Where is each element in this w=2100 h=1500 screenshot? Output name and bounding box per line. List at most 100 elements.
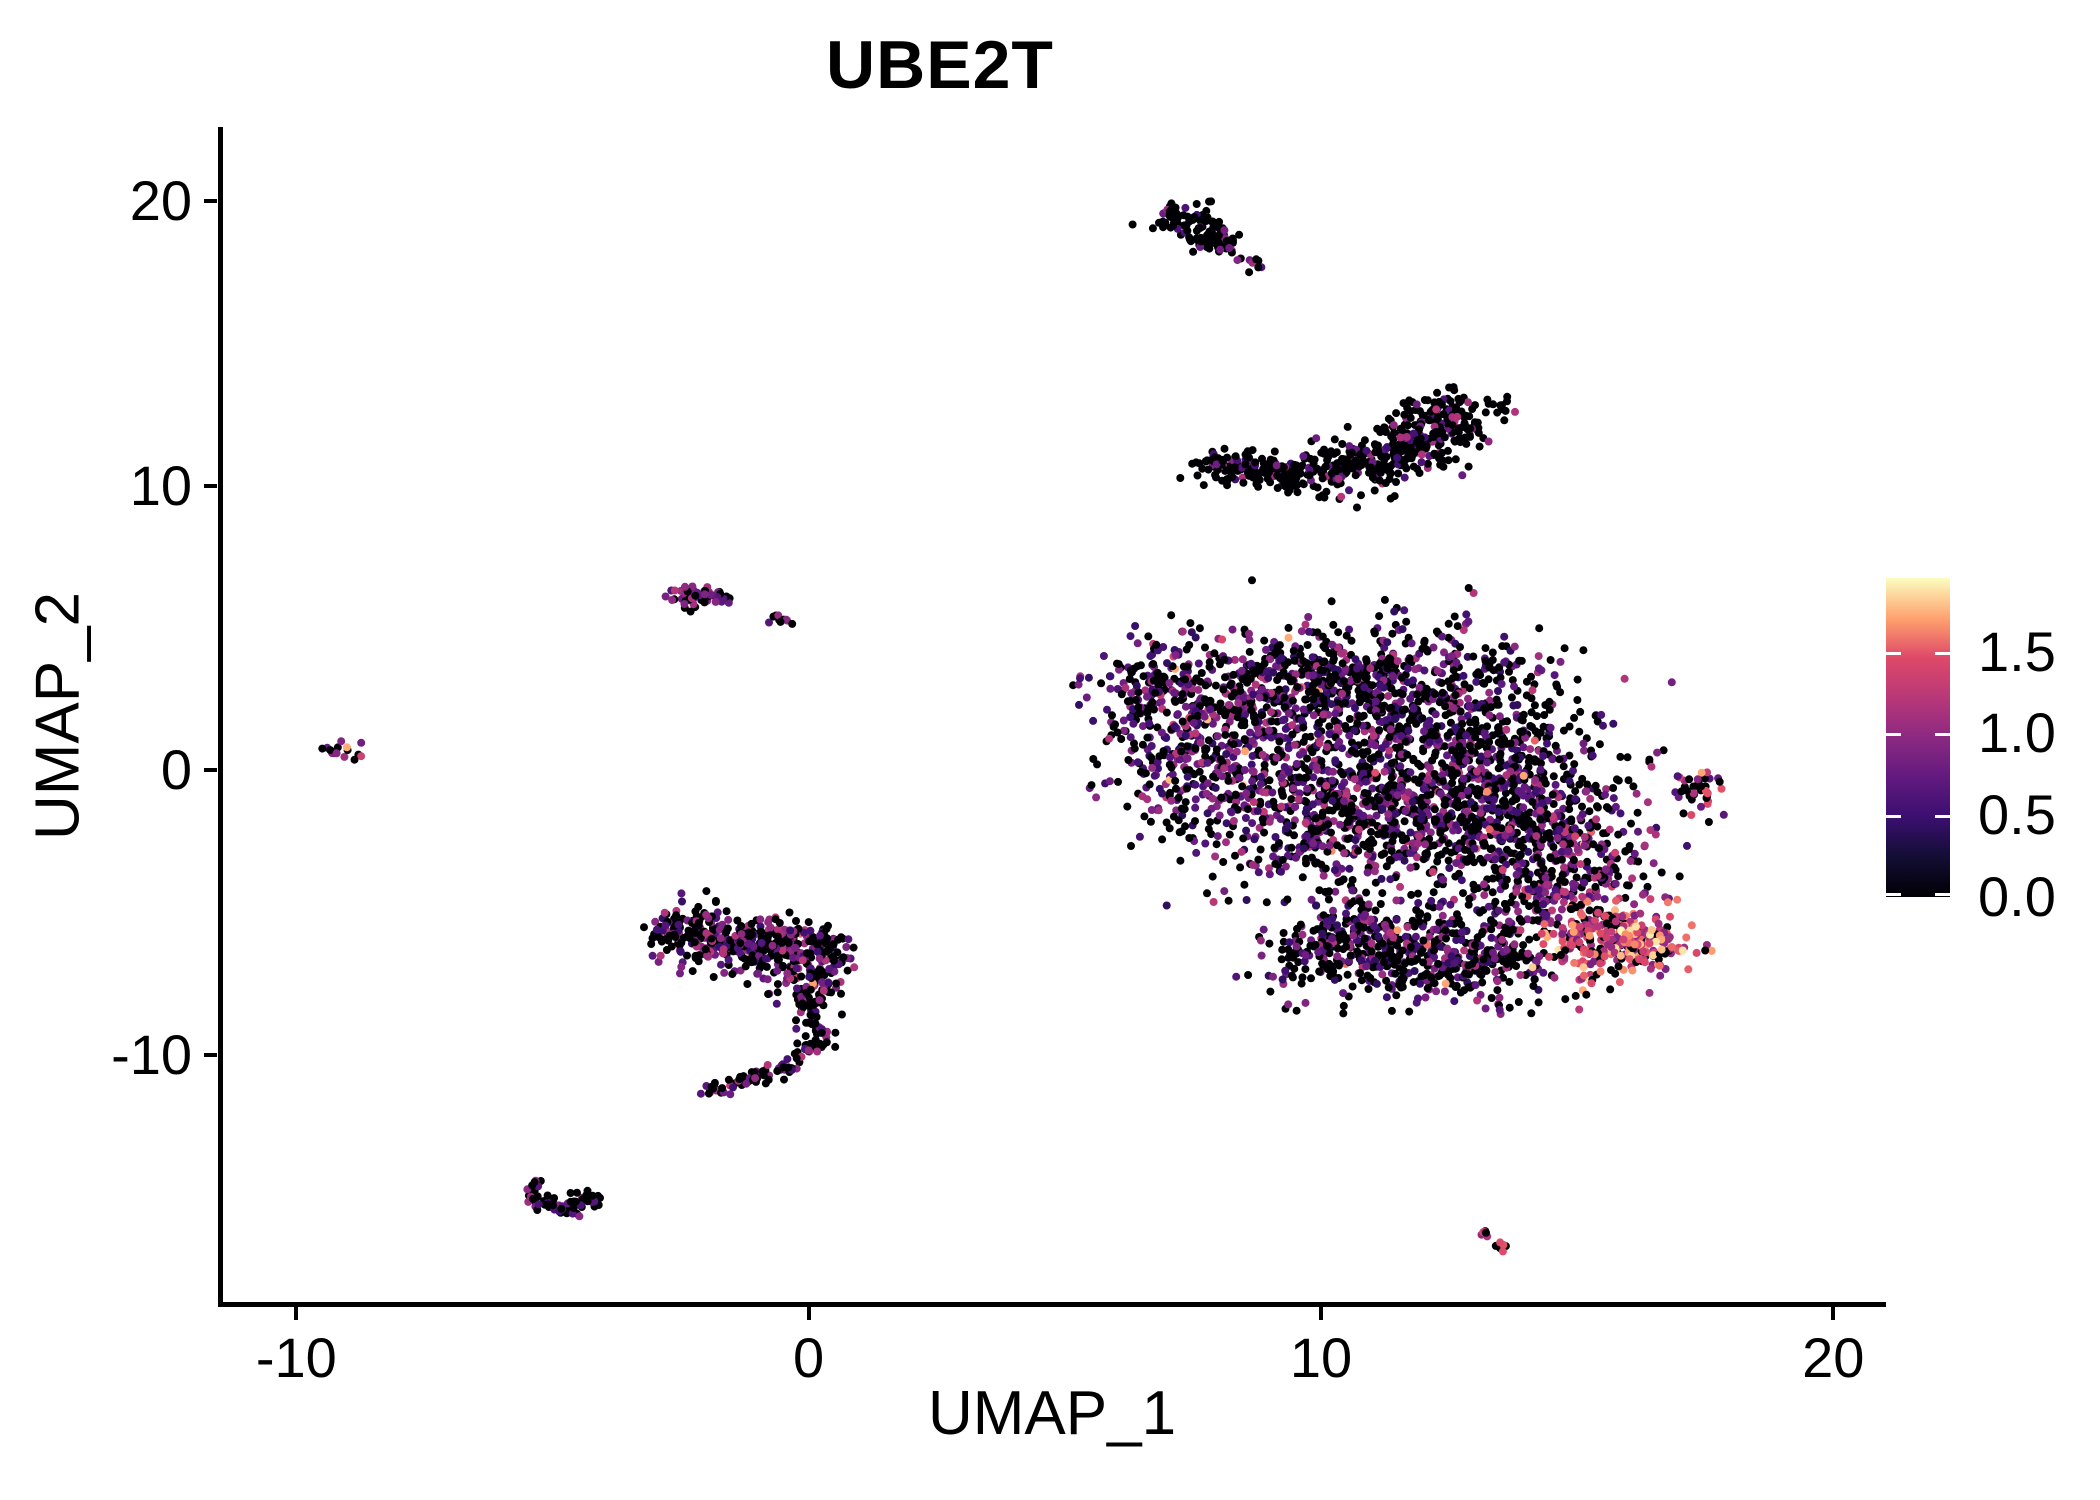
cell-point [1454,425,1463,434]
cell-point [1155,752,1164,761]
cell-point [1429,429,1438,438]
cell-point [1432,925,1441,934]
cell-point [1384,692,1393,701]
cell-point [1555,755,1564,764]
cell-point [1515,656,1524,665]
cell-point [1299,723,1308,732]
cell-point [1292,759,1301,768]
cell-point [1384,983,1393,992]
cell-point [1404,788,1413,797]
cell-point [1569,856,1578,864]
cell-point [1357,976,1366,985]
cell-point [1278,975,1287,984]
cell-point [1573,675,1582,684]
cell-point [1151,688,1160,697]
cell-point [1309,926,1318,935]
cell-point [1542,880,1551,889]
cell-point [1293,924,1301,933]
cell-point [1370,627,1379,636]
cell-point [1405,656,1414,665]
cell-point [1719,810,1728,819]
cell-point [1338,689,1347,698]
cell-point [1431,710,1440,719]
cell-point [1191,803,1200,812]
cell-point [1406,863,1415,872]
cell-point [1381,428,1390,436]
cell-point [1471,941,1479,950]
cell-point [1185,233,1194,242]
cell-point [1575,780,1584,789]
cell-point [1226,681,1235,690]
cell-point [1363,868,1372,877]
cell-point [1121,683,1130,692]
cell-point [1393,926,1402,935]
cell-point [1528,797,1537,806]
cell-point [1494,764,1503,773]
cell-point [1339,1009,1348,1018]
cell-point [1516,971,1525,979]
cell-point [1212,745,1221,754]
cell-point [1472,788,1480,797]
cell-point [1181,731,1190,740]
cell-point [1469,652,1478,661]
cell-point [1436,828,1445,837]
cell-point [1165,679,1174,688]
cell-point [1480,704,1489,713]
cell-point [1221,711,1230,720]
cell-point [1126,713,1135,722]
cell-point [1423,984,1432,993]
cell-point [1675,872,1684,881]
cell-point [1421,840,1430,849]
cell-point [1549,772,1558,781]
cell-point [1321,462,1330,471]
cell-point [1534,885,1543,894]
cell-point [1628,966,1637,975]
cell-point [1380,849,1389,858]
cell-point [1301,818,1310,827]
cell-point [1653,748,1662,757]
cell-point [1392,409,1401,418]
cell-point [1448,779,1457,787]
cell-point [1418,411,1427,420]
cell-point [1673,895,1682,904]
cell-point [1245,647,1254,656]
cell-point [1615,978,1624,987]
cell-point [1489,795,1498,804]
cell-point [1089,716,1098,725]
cell-point [1347,636,1356,645]
cell-point [1428,756,1437,765]
cell-point [1651,830,1660,839]
cell-point [1289,784,1298,793]
cell-point [1467,852,1476,861]
cell-point [1284,945,1293,954]
cell-point [1195,624,1204,633]
cell-point [1419,958,1428,967]
cell-point [1576,860,1585,869]
cell-point [1154,806,1163,815]
cell-point [1270,447,1279,456]
cell-point [1612,775,1621,784]
cell-point [1540,920,1549,929]
cell-point [1440,987,1449,996]
cell-point [1559,840,1567,849]
cell-point [1405,1007,1414,1016]
cell-point [1427,973,1436,982]
cell-point [1430,946,1438,955]
cell-point [1380,595,1389,604]
cell-point [1414,697,1423,706]
cell-point [1398,442,1407,451]
cell-point [1391,969,1400,978]
cell-point [1351,655,1360,664]
cell-point [1437,429,1446,438]
cell-point [1138,740,1147,749]
cell-point [1158,217,1167,226]
cell-point [1446,683,1455,692]
cell-point [1149,660,1158,668]
cell-point [1169,214,1178,223]
cell-point [1386,875,1395,884]
cell-point [1209,898,1218,906]
cell-point [1278,789,1287,798]
cell-point [1296,651,1305,659]
cell-point [1284,709,1293,718]
cell-point [1567,815,1576,824]
